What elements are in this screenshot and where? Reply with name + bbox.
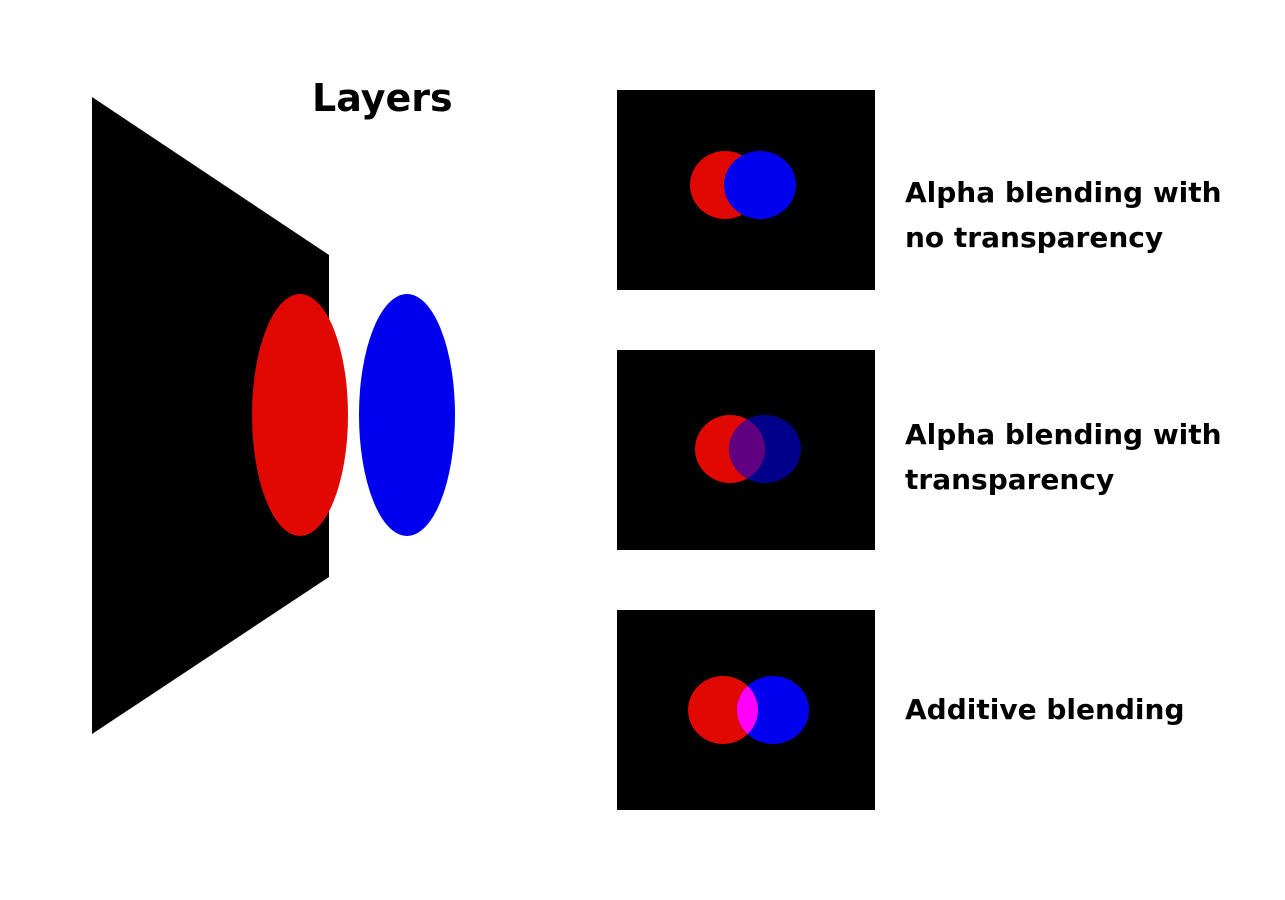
overlap-region	[729, 415, 765, 483]
label-no-transparency: Alpha blending with no transparency	[905, 176, 1222, 254]
background-layer	[92, 97, 329, 734]
blue-layer	[359, 294, 455, 536]
diagram-title: Layers	[312, 76, 453, 120]
layers-illustration	[92, 97, 455, 734]
panel-no-transparency	[617, 90, 875, 290]
panel-transparency	[617, 350, 875, 550]
blue-circle	[724, 151, 796, 219]
label-additive: Additive blending	[905, 693, 1185, 726]
red-circle	[688, 676, 758, 744]
blue-circle	[737, 676, 809, 744]
panel-additive	[617, 610, 875, 810]
red-layer	[252, 294, 348, 536]
label-transparency: Alpha blending with transparency	[905, 418, 1222, 496]
